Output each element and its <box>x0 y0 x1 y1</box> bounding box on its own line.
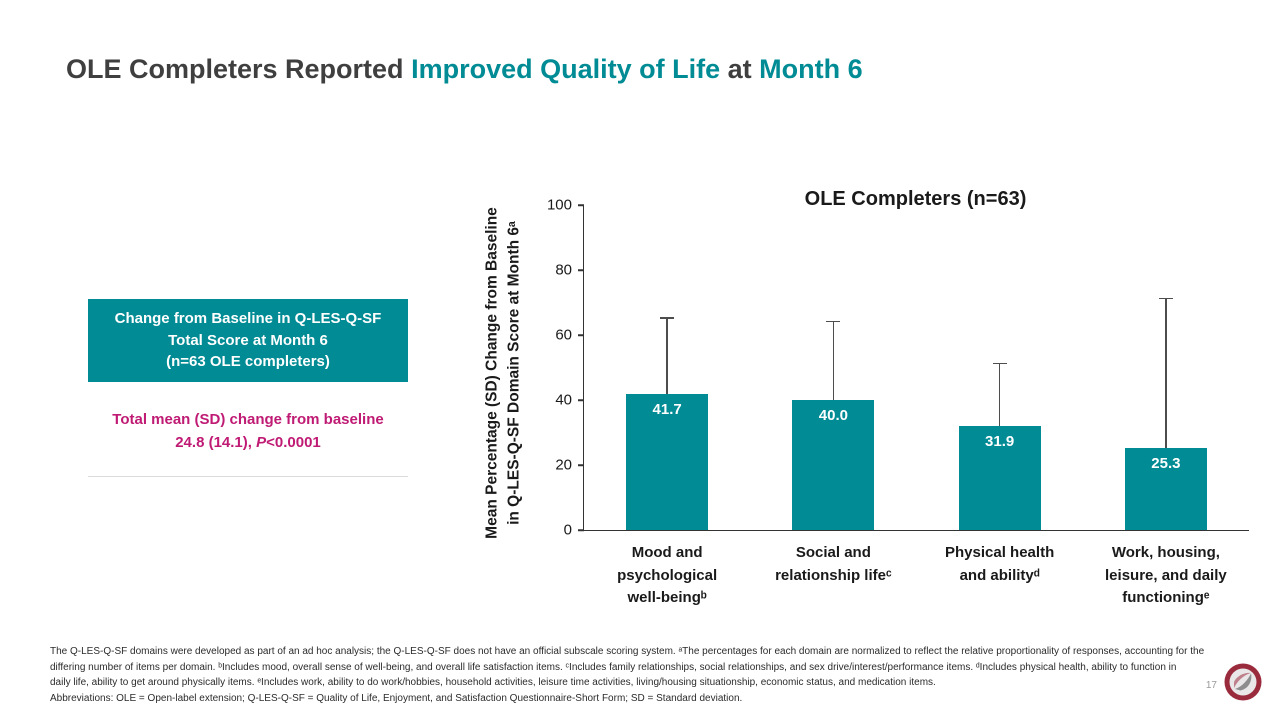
y-tick-label: 20 <box>555 456 572 474</box>
footnote-line-2: differing number of items per domain. ᵇI… <box>50 661 1177 673</box>
bar <box>1124 447 1207 530</box>
slide-title: OLE Completers Reported Improved Quality… <box>66 54 863 85</box>
y-tick-mark <box>578 529 584 531</box>
error-bar-cap <box>660 317 675 319</box>
title-segment-accent-1: Improved Quality of Life <box>411 54 721 84</box>
stat-line-1: Total mean (SD) change from baseline <box>112 411 384 428</box>
y-tick-mark <box>578 464 584 466</box>
left-panel-divider <box>88 476 408 477</box>
error-bar <box>666 318 668 395</box>
change-from-baseline-callout: Change from Baseline in Q-LES-Q-SF Total… <box>88 299 408 382</box>
x-category-label: Mood and psychological well-beingᵇ <box>617 544 718 606</box>
y-axis-label: Mean Percentage (SD) Change from Baselin… <box>483 207 523 539</box>
p-value: <0.0001 <box>266 434 321 452</box>
error-bar <box>1165 299 1167 448</box>
title-segment-plain-2: at <box>720 54 760 84</box>
bar <box>792 400 875 530</box>
footnote-line-4: Abbreviations: OLE = Open-label extensio… <box>50 692 743 704</box>
error-bar-cap <box>1158 297 1173 300</box>
stat-value: 24.8 (14.1), <box>175 434 257 452</box>
footnote-line-3: daily life, ability to get around physic… <box>50 677 936 688</box>
error-bar-cap <box>992 362 1007 365</box>
logo-icon <box>1224 663 1262 701</box>
error-bar-cap <box>826 320 841 322</box>
y-tick-mark <box>578 334 584 336</box>
chart-title: OLE Completers (n=63) <box>804 188 1027 210</box>
y-tick-label: 40 <box>555 391 572 409</box>
page-number: 17 <box>1205 680 1217 691</box>
p-symbol: P <box>256 434 267 452</box>
bar <box>626 394 709 530</box>
callout-line-2: Total Score at Month 6 <box>168 331 328 349</box>
title-segment-plain-1: OLE Completers Reported <box>66 54 412 84</box>
callout-line-1: Change from Baseline in Q-LES-Q-SF <box>114 309 382 327</box>
plot-area: 0 20 40 60 80 100 41.7 Mood and psychological w… <box>547 197 1249 606</box>
bar <box>958 426 1041 530</box>
bar-value-label: 31.9 <box>985 433 1015 451</box>
x-category-label: Work, housing, leisure, and daily functi… <box>1105 544 1227 606</box>
y-tick-mark <box>578 269 584 271</box>
y-tick-label: 0 <box>563 521 572 539</box>
y-tick-label: 100 <box>546 196 572 214</box>
stat-line-2: 24.8 (14.1), P<0.0001 <box>68 431 428 454</box>
bar-value-label: 40.0 <box>818 407 848 424</box>
x-category-label: Physical health and abilityᵈ <box>945 544 1055 584</box>
y-tick-mark <box>578 204 584 206</box>
error-bar <box>832 322 835 400</box>
title-segment-accent-2: Month 6 <box>759 54 863 84</box>
x-category-label: Social and relationship lifeᶜ <box>775 544 892 584</box>
y-tick-label: 80 <box>555 261 572 279</box>
bar-value-label: 25.3 <box>1151 454 1181 472</box>
bar-value-label: 41.7 <box>652 401 682 419</box>
y-tick-label: 60 <box>555 326 572 344</box>
total-mean-change-stat: Total mean (SD) change from baseline 24.… <box>68 408 428 455</box>
y-tick-mark <box>578 399 584 401</box>
error-bar <box>998 364 1001 427</box>
footnotes: The Q-LES-Q-SF domains were developed as… <box>50 644 1215 706</box>
callout-line-3: (n=63 OLE completers) <box>166 353 330 371</box>
footnote-line-1: The Q-LES-Q-SF domains were developed as… <box>50 646 1205 657</box>
